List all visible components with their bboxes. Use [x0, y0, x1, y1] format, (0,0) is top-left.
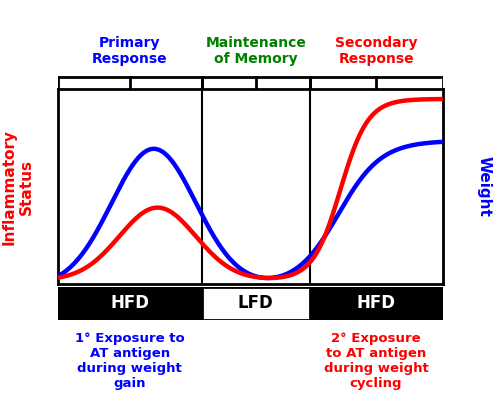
- Text: Weight: Weight: [476, 156, 492, 217]
- Text: HFD: HFD: [356, 294, 396, 312]
- Text: Inflammatory
Status: Inflammatory Status: [2, 129, 34, 245]
- Text: Maintenance
of Memory: Maintenance of Memory: [206, 36, 306, 66]
- Text: LFD: LFD: [238, 294, 274, 312]
- Text: 1° Exposure to
AT antigen
during weight
gain: 1° Exposure to AT antigen during weight …: [75, 332, 184, 390]
- Bar: [202, 287, 310, 320]
- Text: HFD: HFD: [110, 294, 149, 312]
- Text: 2° Exposure
to AT antigen
during weight
cycling: 2° Exposure to AT antigen during weight …: [324, 332, 428, 390]
- Text: Secondary
Response: Secondary Response: [335, 36, 417, 66]
- Text: Primary
Response: Primary Response: [92, 36, 168, 66]
